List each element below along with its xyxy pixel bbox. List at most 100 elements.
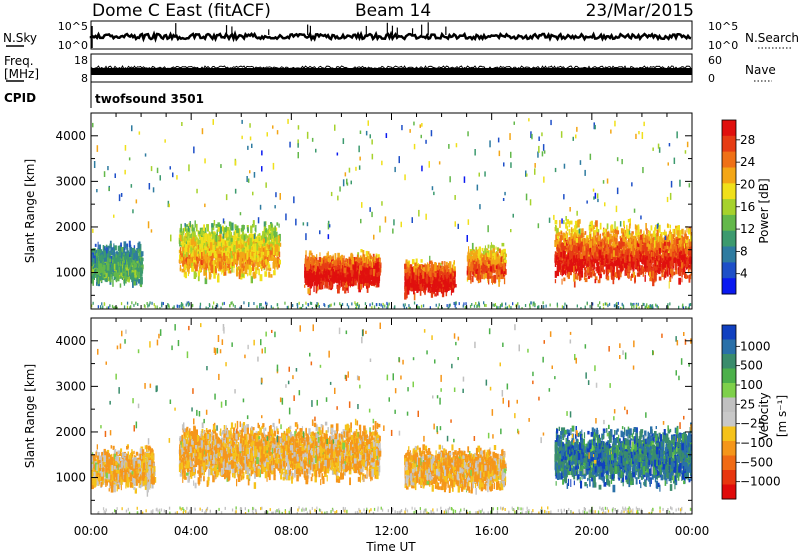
power-cell [103,246,106,250]
power-cell [409,264,413,272]
power-cell [233,265,235,273]
power-cell [221,268,223,273]
power-cell [238,247,241,252]
power-cell [203,224,205,232]
power-cell [434,268,437,275]
power-cell [115,264,118,270]
power-cell [138,241,141,249]
power-cell [216,235,219,241]
power-cell [468,246,470,253]
power-cell [184,236,186,243]
power-cell [325,276,327,283]
power-cell [129,244,132,251]
power-cell [338,258,340,264]
power-cell [265,237,267,243]
power-cell [366,285,369,293]
power-cell [137,278,141,284]
power-cell [228,229,230,237]
power-cell [246,252,248,260]
power-cell [346,269,348,275]
power-cell [274,234,276,239]
power-cell [415,276,417,282]
power-cell [211,227,213,234]
power-cell [199,235,201,240]
power-cell [111,263,114,270]
power-cell [113,243,115,250]
power-cell [445,273,449,279]
power-cell [317,267,320,272]
power-cell [208,250,211,256]
power-cell [271,241,275,248]
power-cell [224,240,227,245]
power-cell [307,288,310,294]
power-cell [313,286,315,292]
power-cell [261,235,263,242]
power-cell [368,276,371,284]
power-cell [414,263,417,267]
power-cell [246,258,248,266]
power-cell [236,256,239,261]
power-cell [244,243,247,247]
power-cell [256,255,259,263]
power-cell [309,281,311,290]
power-cell [331,274,333,283]
power-cell [268,271,271,278]
power-cell [271,224,274,232]
power-cell [270,274,273,278]
power-cell [119,244,122,252]
nave-tick-top: 60 [708,54,722,67]
power-cell [219,226,222,233]
power-cell [422,271,425,279]
power-cell [197,275,200,282]
power-cell [353,257,355,265]
power-cell [213,271,216,279]
power-cell [193,231,196,237]
power-cell [429,260,431,268]
power-cell [352,264,354,270]
power-cell [220,262,222,271]
power-cell [269,243,272,251]
power-cell [131,272,134,280]
power-cell [273,270,276,276]
power-cell [212,249,216,253]
power-cell [223,259,226,264]
power-cell [319,262,323,267]
power-cell [430,287,432,291]
power-cell [361,270,363,276]
power-cell [337,252,340,259]
power-cell [365,267,368,275]
power-cell [195,246,197,253]
power-cell [139,259,142,266]
power-cell [178,259,181,263]
power-cell [247,239,250,246]
power-cell [345,271,347,276]
power-cell [103,248,106,254]
power-cell [350,253,353,262]
power-cell [263,263,266,269]
power-cell [321,257,323,265]
power-cell [208,260,210,268]
power-cell [244,234,247,240]
power-cell [331,257,334,262]
power-cell [445,261,448,268]
power-cell [324,255,327,259]
power-cell [261,250,263,258]
power-cell [98,266,101,273]
power-cell [199,244,201,253]
power-cell [273,227,276,232]
power-cell [407,264,409,269]
power-cell [181,257,183,261]
power-cell [335,270,338,276]
power-cell [411,267,414,276]
power-cell [413,292,416,301]
power-cell [452,273,455,277]
power-cell [184,264,187,271]
power-cell [227,258,230,264]
power-cell [114,245,117,251]
power-cell [191,266,194,272]
power-cell [378,267,381,276]
power-cell [253,253,256,261]
power-cell [102,264,106,269]
power-cell [260,246,264,252]
power-cell [265,221,267,226]
